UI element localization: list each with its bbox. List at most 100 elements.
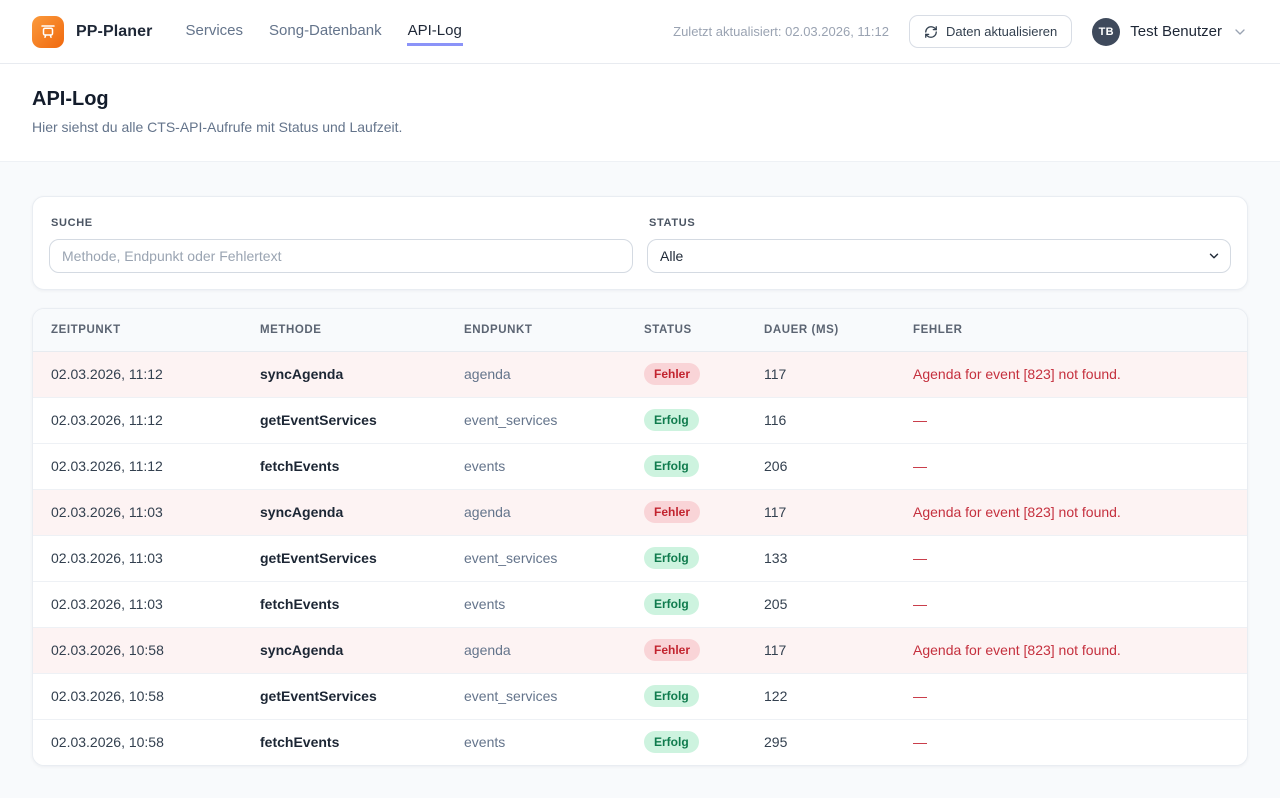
search-label: Suche bbox=[51, 217, 93, 229]
table-row: 02.03.2026, 10:58 getEventServices event_s… bbox=[33, 672, 1247, 719]
cell-methode: getEventServices bbox=[242, 396, 446, 443]
cell-methode: syncAgenda bbox=[260, 366, 344, 382]
filter-card: Suche Status Alle bbox=[32, 196, 1248, 290]
presentation-icon bbox=[39, 23, 57, 41]
cell-endpunkt: events bbox=[446, 718, 626, 765]
cell-zeitpunkt: 02.03.2026, 10:58 bbox=[33, 626, 242, 673]
cell-dauer: 133 bbox=[746, 534, 895, 581]
cell-fehler: — bbox=[895, 534, 1247, 581]
table-header-row: Zeitpunkt Methode Endpunkt Status Dauer (ms)… bbox=[33, 309, 1247, 352]
cell-endpunkt: agenda bbox=[446, 626, 626, 673]
cell-dauer: 117 bbox=[746, 488, 895, 535]
cell-endpunkt: events bbox=[446, 442, 626, 489]
cell-status: Erfolg bbox=[626, 580, 746, 627]
cell-zeitpunkt: 02.03.2026, 11:12 bbox=[33, 442, 242, 489]
last-updated-text: Zuletzt aktualisiert: 02.03.2026, 11:12 bbox=[673, 24, 889, 39]
table-row: 02.03.2026, 11:03 fetchEvents events Erfolg… bbox=[33, 580, 1247, 627]
cell-fehler: Agenda for event [823] not found. bbox=[895, 626, 1247, 673]
cell-status: Erfolg bbox=[626, 534, 746, 581]
topbar: PP-Planer Services Song-Datenbank API-Lo… bbox=[0, 0, 1280, 64]
cell-methode: getEventServices bbox=[242, 534, 446, 581]
column-header: Methode bbox=[242, 309, 446, 352]
cell-zeitpunkt: 02.03.2026, 10:58 bbox=[33, 718, 242, 765]
status-badge: Erfolg bbox=[644, 454, 699, 478]
cell-zeitpunkt: 02.03.2026, 11:03 bbox=[33, 580, 242, 627]
cell-status: Fehler bbox=[626, 351, 746, 397]
cell-status: Erfolg bbox=[626, 672, 746, 719]
cell-endpunkt: agenda bbox=[464, 366, 511, 382]
cell-fehler: — bbox=[895, 580, 1247, 627]
column-header: Dauer (ms) bbox=[746, 309, 895, 352]
refresh-icon bbox=[924, 25, 938, 39]
cell-methode: fetchEvents bbox=[242, 580, 446, 627]
log-table-body: 02.03.2026, 11:12 syncAgenda agenda Fehler 1… bbox=[33, 351, 1247, 765]
cell-zeitpunkt: 02.03.2026, 11:12 bbox=[51, 366, 163, 382]
search-field-group: Suche bbox=[49, 213, 633, 273]
nav-item-song-datenbank[interactable]: Song-Datenbank bbox=[269, 21, 382, 39]
column-header: Endpunkt bbox=[446, 309, 626, 352]
status-badge: Fehler bbox=[644, 500, 701, 524]
content-area: Suche Status Alle bbox=[0, 162, 1280, 798]
cell-endpunkt: event_services bbox=[446, 396, 626, 443]
cell-methode: syncAgenda bbox=[242, 626, 446, 673]
status-badge: Erfolg bbox=[644, 546, 699, 570]
user-menu[interactable]: TB Test Benutzer bbox=[1092, 17, 1248, 46]
table-row: 02.03.2026, 11:12 fetchEvents events Erfolg… bbox=[33, 442, 1247, 489]
cell-fehler: Agenda for event [823] not found. bbox=[895, 488, 1247, 535]
column-header: Zeitpunkt bbox=[33, 309, 242, 352]
cell-status: Fehler bbox=[626, 488, 746, 535]
cell-methode: fetchEvents bbox=[242, 442, 446, 489]
chevron-down-icon bbox=[1232, 24, 1248, 40]
user-name: Test Benutzer bbox=[1130, 23, 1222, 40]
cell-methode: fetchEvents bbox=[242, 718, 446, 765]
cell-status: Erfolg bbox=[626, 396, 746, 443]
status-select[interactable]: Alle bbox=[647, 239, 1231, 273]
cell-endpunkt: event_services bbox=[446, 534, 626, 581]
cell-zeitpunkt: 02.03.2026, 11:12 bbox=[33, 396, 242, 443]
cell-dauer: 295 bbox=[746, 718, 895, 765]
api-log-table: Zeitpunkt Methode Endpunkt Status Dauer (ms)… bbox=[33, 309, 1247, 765]
cell-fehler: — bbox=[895, 442, 1247, 489]
cell-zeitpunkt: 02.03.2026, 11:03 bbox=[33, 534, 242, 581]
table-row: 02.03.2026, 11:12 getEventServices event_s… bbox=[33, 396, 1247, 443]
cell-endpunkt: events bbox=[446, 580, 626, 627]
status-badge: Erfolg bbox=[644, 684, 699, 708]
search-input[interactable] bbox=[49, 239, 633, 273]
table-row: 02.03.2026, 11:03 syncAgenda agenda Fehler 1… bbox=[33, 488, 1247, 535]
page-header: API-Log Hier siehst du alle CTS-API-Aufr… bbox=[0, 64, 1280, 162]
status-badge: Fehler bbox=[644, 638, 701, 662]
cell-status: Erfolg bbox=[626, 442, 746, 489]
cell-methode: getEventServices bbox=[242, 672, 446, 719]
cell-fehler: — bbox=[895, 396, 1247, 443]
status-badge: Erfolg bbox=[644, 731, 699, 754]
cell-status: Erfolg bbox=[626, 718, 746, 765]
cell-dauer: 122 bbox=[746, 672, 895, 719]
cell-fehler: Agenda for event [823] not found. bbox=[913, 366, 1121, 382]
column-header: Status bbox=[626, 309, 746, 352]
cell-dauer: 205 bbox=[746, 580, 895, 627]
cell-methode: syncAgenda bbox=[242, 488, 446, 535]
refresh-data-button[interactable]: Daten aktualisieren bbox=[908, 15, 1073, 48]
avatar: TB bbox=[1092, 17, 1121, 46]
status-badge: Fehler bbox=[644, 362, 701, 386]
cell-dauer: 116 bbox=[746, 396, 895, 443]
cell-dauer: 117 bbox=[764, 366, 787, 382]
status-label: Status bbox=[649, 217, 696, 229]
cell-dauer: 117 bbox=[746, 626, 895, 673]
brand: PP-Planer bbox=[32, 15, 153, 48]
table-header: Zeitpunkt Methode Endpunkt Status Dauer (ms)… bbox=[33, 309, 1247, 352]
nav-item-services[interactable]: Services bbox=[185, 21, 244, 39]
cell-endpunkt: agenda bbox=[446, 488, 626, 535]
status-select-wrap: Alle bbox=[647, 239, 1231, 273]
status-badge: Erfolg bbox=[644, 592, 699, 616]
api-log-table-card: Zeitpunkt Methode Endpunkt Status Dauer (ms)… bbox=[32, 308, 1248, 766]
nav-item-api-log[interactable]: API-Log bbox=[406, 18, 463, 46]
cell-fehler: — bbox=[895, 672, 1247, 719]
status-field-group: Status Alle bbox=[647, 213, 1231, 273]
status-badge: Erfolg bbox=[644, 408, 699, 432]
cell-endpunkt: event_services bbox=[446, 672, 626, 719]
column-header: Fehler bbox=[895, 309, 1247, 352]
table-row: 02.03.2026, 11:03 getEventServices event_s… bbox=[33, 534, 1247, 581]
main-nav: Services Song-Datenbank API-Log bbox=[185, 18, 463, 46]
cell-status: Fehler bbox=[626, 626, 746, 673]
